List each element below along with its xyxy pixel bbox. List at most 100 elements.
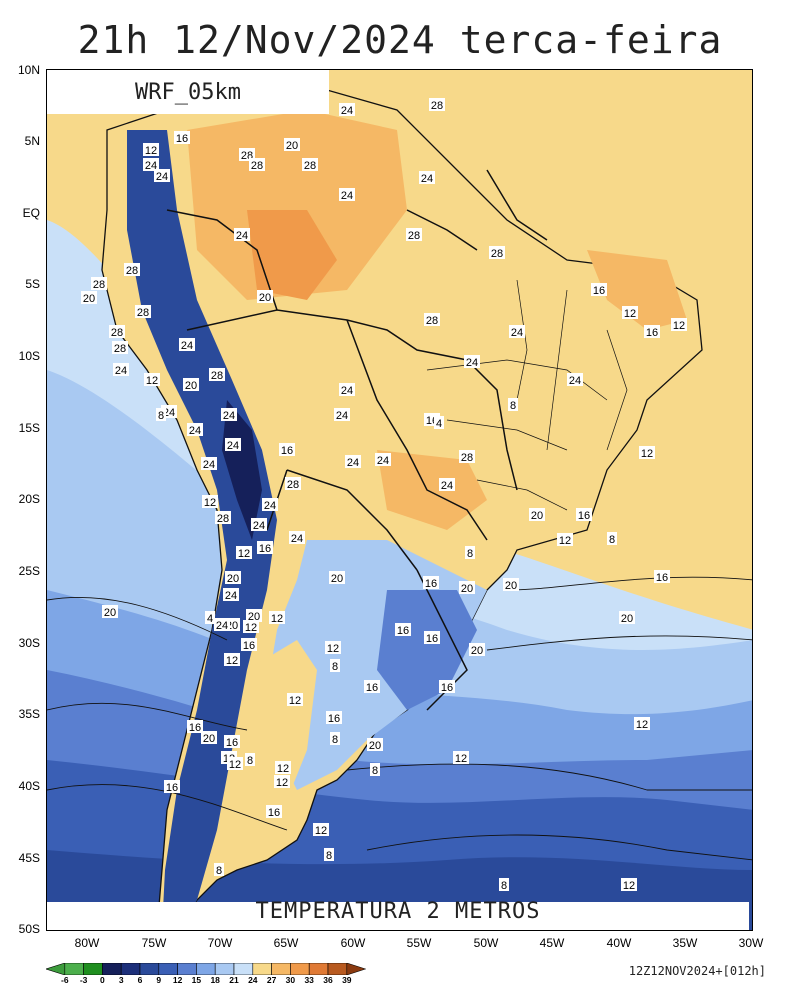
svg-text:16: 16 bbox=[176, 133, 188, 145]
svg-text:16: 16 bbox=[646, 327, 658, 339]
svg-text:20: 20 bbox=[185, 380, 197, 392]
svg-text:28: 28 bbox=[491, 248, 503, 260]
colorbar-cell bbox=[83, 963, 103, 975]
variable-title: TEMPERATURA 2 METROS bbox=[47, 901, 749, 930]
contour-label: 16 bbox=[439, 680, 455, 694]
contour-label: 20 bbox=[102, 605, 118, 619]
svg-text:28: 28 bbox=[426, 315, 438, 327]
lon-label: 80W bbox=[74, 936, 100, 950]
contour-label: 12 bbox=[224, 653, 240, 667]
svg-text:16: 16 bbox=[189, 722, 201, 734]
colorbar-cell bbox=[64, 963, 84, 975]
contour-label: 28 bbox=[302, 158, 318, 172]
contour-label: 24 bbox=[334, 408, 350, 422]
svg-text:24: 24 bbox=[189, 425, 201, 437]
lat-label: 25S bbox=[18, 564, 40, 578]
contour-label: 24 bbox=[225, 438, 241, 452]
country-borders bbox=[166, 169, 548, 711]
contour-label: 12 bbox=[287, 693, 303, 707]
svg-text:12: 12 bbox=[204, 497, 216, 509]
lon-label: 55W bbox=[406, 936, 432, 950]
svg-text:24: 24 bbox=[216, 620, 228, 632]
contour-label: 12 bbox=[621, 878, 637, 892]
contour-label: 24 bbox=[234, 228, 250, 242]
svg-text:16: 16 bbox=[656, 572, 668, 584]
svg-text:12: 12 bbox=[641, 448, 653, 460]
contour-label: 28 bbox=[285, 477, 301, 491]
contour-label: 12 bbox=[313, 823, 329, 837]
svg-text:12: 12 bbox=[315, 825, 327, 837]
svg-text:12: 12 bbox=[455, 753, 467, 765]
contour-label: 24 bbox=[339, 188, 355, 202]
svg-text:16: 16 bbox=[425, 578, 437, 590]
contour-label: 24 bbox=[187, 423, 203, 437]
svg-text:28: 28 bbox=[111, 327, 123, 339]
colorbar-cell bbox=[120, 963, 141, 975]
colorbar-cell bbox=[308, 963, 329, 975]
colorbar-tick-label: 36 bbox=[323, 975, 333, 985]
model-name-box: WRF_05km bbox=[47, 70, 329, 114]
svg-text:8: 8 bbox=[326, 850, 332, 862]
svg-text:24: 24 bbox=[227, 440, 239, 452]
contour-label: 24 bbox=[113, 363, 129, 377]
contour-label: 28 bbox=[424, 313, 440, 327]
contour-label: 24 bbox=[262, 498, 278, 512]
contour-label: 8 bbox=[499, 878, 509, 892]
svg-text:12: 12 bbox=[623, 880, 635, 892]
contour-label: 24 bbox=[201, 457, 217, 471]
svg-text:12: 12 bbox=[277, 763, 289, 775]
temperature-map: 24 28 16 12 24 24 28 20 28 28 24 24 24 28 28 28 28 20 20 16… bbox=[47, 70, 752, 930]
svg-text:20: 20 bbox=[331, 573, 343, 585]
lat-label: 30S bbox=[18, 636, 40, 650]
svg-text:8: 8 bbox=[332, 734, 338, 746]
contour-label: 16 bbox=[279, 443, 295, 457]
svg-text:24: 24 bbox=[181, 340, 193, 352]
contour-label: 20 bbox=[329, 571, 345, 585]
state-borders bbox=[426, 279, 628, 511]
contour-label: 12 bbox=[622, 306, 638, 320]
svg-text:24: 24 bbox=[341, 190, 353, 202]
contour-label: 28 bbox=[135, 305, 151, 319]
svg-text:28: 28 bbox=[251, 160, 263, 172]
andes-cold bbox=[127, 130, 277, 930]
svg-text:8: 8 bbox=[501, 880, 507, 892]
map-title: 21h 12/Nov/2024 terca-feira bbox=[77, 18, 723, 62]
colorbar-tick-label: 12 bbox=[172, 975, 183, 985]
svg-text:16: 16 bbox=[366, 682, 378, 694]
svg-text:8: 8 bbox=[332, 661, 338, 673]
lat-label: 15S bbox=[18, 421, 40, 435]
contour-label: 16 bbox=[326, 711, 342, 725]
contour-label: 12 bbox=[274, 775, 290, 789]
model-name: WRF_05km bbox=[135, 79, 241, 105]
colorbar-cell bbox=[233, 963, 254, 975]
svg-text:20: 20 bbox=[505, 580, 517, 592]
svg-text:24: 24 bbox=[225, 590, 237, 602]
svg-text:20: 20 bbox=[83, 293, 95, 305]
lat-label: EQ bbox=[22, 206, 40, 220]
svg-text:20: 20 bbox=[104, 607, 116, 619]
svg-text:24: 24 bbox=[569, 375, 581, 387]
contour-label: 8 bbox=[607, 532, 617, 546]
svg-text:24: 24 bbox=[264, 500, 276, 512]
contour-label: 12 bbox=[269, 611, 285, 625]
svg-text:24: 24 bbox=[341, 385, 353, 397]
svg-text:24: 24 bbox=[377, 455, 389, 467]
patagonia-warm bbox=[242, 640, 317, 810]
svg-text:24: 24 bbox=[421, 173, 433, 185]
contour-label: 8 bbox=[370, 763, 380, 777]
svg-text:16: 16 bbox=[328, 713, 340, 725]
contour-label: 20 bbox=[183, 378, 199, 392]
svg-text:20: 20 bbox=[471, 645, 483, 657]
svg-text:28: 28 bbox=[93, 279, 105, 291]
svg-text:16: 16 bbox=[259, 543, 271, 555]
contour-label: 16 bbox=[644, 325, 660, 339]
colorbar-tick-label: 39 bbox=[342, 975, 352, 985]
contour-label: 24 bbox=[345, 455, 361, 469]
colorbar-tick-label: 18 bbox=[210, 975, 220, 985]
contour-label: 16 bbox=[591, 283, 607, 297]
svg-text:24: 24 bbox=[203, 459, 215, 471]
svg-text:16: 16 bbox=[578, 510, 590, 522]
svg-text:20: 20 bbox=[461, 583, 473, 595]
svg-text:16: 16 bbox=[166, 782, 178, 794]
svg-text:28: 28 bbox=[114, 343, 126, 355]
